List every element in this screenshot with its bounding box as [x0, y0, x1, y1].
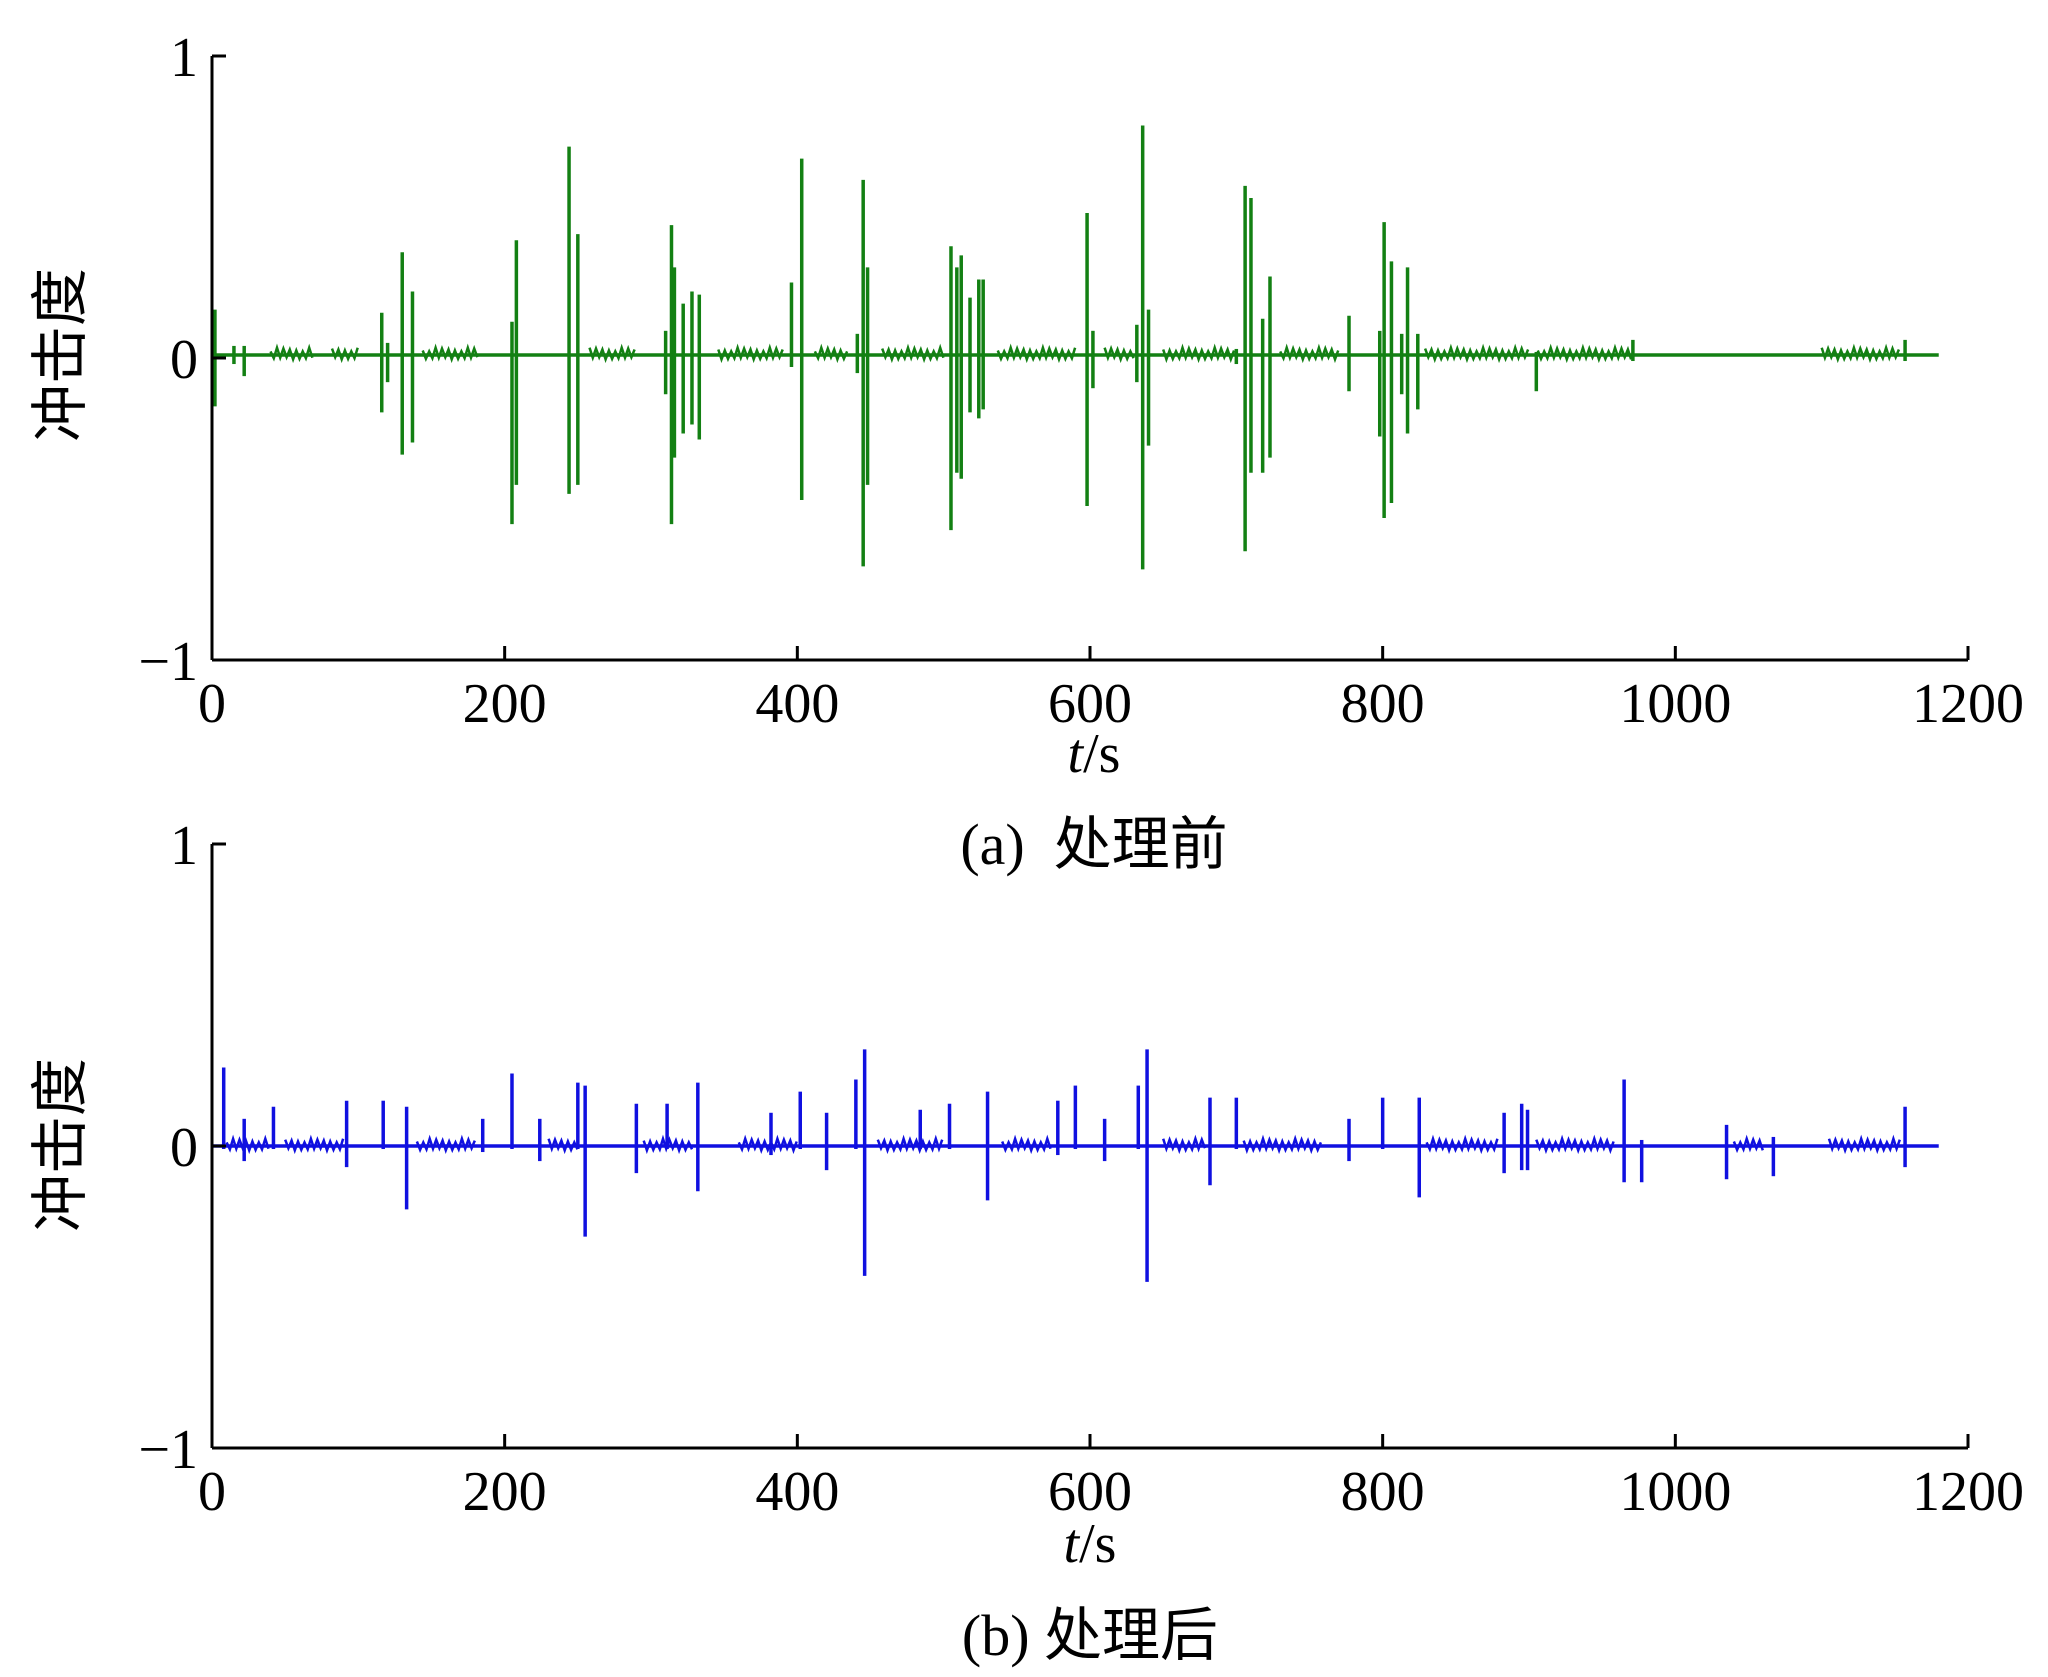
- y-tick-label: −1: [138, 1419, 198, 1481]
- series-noise: [1827, 1134, 1901, 1155]
- x-tick-label: 0: [198, 673, 226, 735]
- series-noise: [996, 343, 1077, 364]
- series-noise: [1001, 1134, 1052, 1155]
- series-noise: [1535, 1134, 1615, 1155]
- x-tick-label: 800: [1341, 673, 1425, 735]
- series-noise: [1536, 343, 1633, 364]
- panel-a-series: [212, 125, 1939, 570]
- panel-b-caption: (b) 处理后: [962, 1603, 1218, 1668]
- y-tick-label: 0: [170, 329, 198, 391]
- series-noise: [547, 1136, 579, 1155]
- series-noise: [1425, 1134, 1499, 1155]
- x-tick-label: 1000: [1619, 1461, 1731, 1523]
- y-tick-label: 1: [170, 815, 198, 877]
- series-noise: [1162, 343, 1236, 364]
- panel-a-xlabel-var: t: [1068, 723, 1085, 785]
- y-tick-label: 0: [170, 1117, 198, 1179]
- panel-b-xlabel: t/s: [1064, 1513, 1117, 1575]
- series-noise: [1732, 1134, 1764, 1154]
- series-noise: [876, 1134, 944, 1155]
- series-noise: [1820, 343, 1901, 364]
- panel-b-xlabel-unit: /s: [1079, 1513, 1116, 1575]
- panel-a-ylabel: 冲击度: [26, 268, 94, 442]
- series-noise: [1279, 343, 1340, 364]
- x-tick-label: 400: [755, 673, 839, 735]
- series-noise: [415, 1134, 476, 1155]
- series-noise: [330, 345, 359, 364]
- x-tick-label: 600: [1048, 673, 1132, 735]
- x-tick-label: 400: [755, 1461, 839, 1523]
- series-noise: [421, 343, 479, 364]
- series-noise: [284, 1134, 345, 1155]
- panel-a-xlabel: t/s: [1068, 723, 1121, 785]
- panel-b-xlabel-var: t: [1064, 1513, 1081, 1575]
- series-noise: [1103, 344, 1135, 364]
- series-noise: [225, 1134, 270, 1155]
- panel-b-series: [212, 1049, 1939, 1282]
- series-noise: [717, 343, 784, 364]
- x-tick-label: 1200: [1912, 1461, 2024, 1523]
- series-noise: [1242, 1134, 1323, 1155]
- series-noise: [813, 343, 849, 364]
- x-tick-label: 0: [198, 1461, 226, 1523]
- x-tick-label: 1200: [1912, 673, 2024, 735]
- series-noise: [1162, 1134, 1207, 1155]
- panel-a-xlabel-unit: /s: [1083, 723, 1120, 785]
- series-noise: [881, 343, 945, 364]
- x-tick-label: 200: [463, 673, 547, 735]
- x-tick-label: 1000: [1619, 673, 1731, 735]
- series-noise: [588, 343, 636, 364]
- x-tick-label: 800: [1341, 1461, 1425, 1523]
- series-noise: [269, 343, 314, 364]
- y-tick-label: −1: [138, 631, 198, 693]
- panel-b-ylabel: 冲击度: [26, 1058, 94, 1232]
- series-noise: [1423, 343, 1530, 364]
- y-tick-label: 1: [170, 27, 198, 89]
- series-noise: [737, 1134, 798, 1155]
- x-tick-label: 600: [1048, 1461, 1132, 1523]
- panel-a-caption: (a) 处理前: [960, 812, 1227, 877]
- x-tick-label: 200: [463, 1461, 547, 1523]
